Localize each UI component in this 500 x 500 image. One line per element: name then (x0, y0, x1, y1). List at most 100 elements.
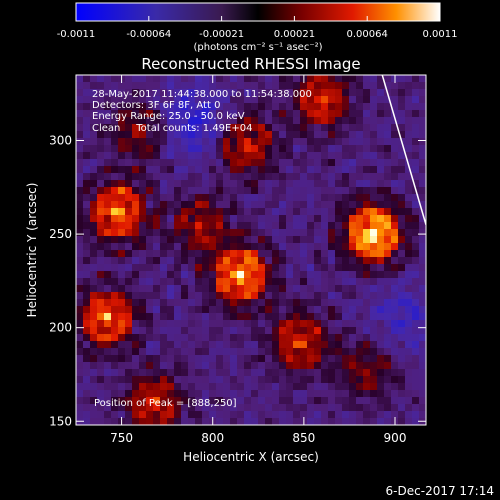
heatmap-cell (419, 341, 426, 349)
heatmap-cell (132, 271, 140, 279)
heatmap-cell (153, 362, 161, 370)
heatmap-cell (300, 285, 308, 293)
heatmap-cell (125, 166, 133, 174)
heatmap-cell (160, 82, 168, 90)
heatmap-cell (293, 418, 301, 425)
solar-limb-line (381, 75, 426, 225)
heatmap-cell (398, 243, 406, 251)
heatmap-cell (258, 180, 266, 188)
heatmap-cell (391, 173, 399, 181)
heatmap-cell (272, 229, 280, 237)
heatmap-cell (195, 82, 203, 90)
colorbar-tick-label: -0.00021 (199, 29, 244, 40)
heatmap-cell (76, 418, 84, 425)
heatmap-cell (104, 138, 112, 146)
heatmap-cell (286, 348, 294, 356)
heatmap-cell (160, 229, 168, 237)
heatmap-cell (83, 131, 91, 139)
heatmap-cell (132, 313, 140, 321)
heatmap-cell (265, 152, 273, 160)
heatmap-cell (363, 376, 371, 384)
heatmap-cell (412, 180, 420, 188)
heatmap-cell (412, 404, 420, 412)
heatmap-cell (244, 418, 252, 425)
heatmap-cell (293, 166, 301, 174)
heatmap-cell (90, 110, 98, 118)
heatmap-cell (356, 110, 364, 118)
heatmap-cell (111, 236, 119, 244)
heatmap-cell (251, 110, 259, 118)
heatmap-cell (356, 82, 364, 90)
heatmap-cell (258, 138, 266, 146)
heatmap-cell (83, 390, 91, 398)
heatmap-cell (195, 138, 203, 146)
heatmap-cell (97, 390, 105, 398)
heatmap-cell (132, 250, 140, 258)
heatmap-cell (223, 138, 231, 146)
heatmap-cell (384, 334, 392, 342)
heatmap-cell (314, 124, 322, 132)
heatmap-cell (307, 362, 315, 370)
heatmap-cell (90, 229, 98, 237)
heatmap-cell (97, 264, 105, 272)
heatmap-cell (307, 278, 315, 286)
heatmap-cell (286, 145, 294, 153)
heatmap-cell (307, 271, 315, 279)
heatmap-cell (356, 75, 364, 83)
heatmap-cell (97, 236, 105, 244)
heatmap-cell (125, 187, 133, 195)
heatmap-cell (125, 103, 133, 111)
heatmap-cell (300, 229, 308, 237)
heatmap-cell (286, 215, 294, 223)
heatmap-cell (321, 166, 329, 174)
heatmap-cell (146, 257, 154, 265)
heatmap-cell (265, 222, 273, 230)
heatmap-cell (118, 334, 126, 342)
heatmap-cell (174, 278, 182, 286)
heatmap-cell (342, 152, 350, 160)
heatmap-cell (293, 215, 301, 223)
heatmap-cell (272, 299, 280, 307)
heatmap-cell (328, 187, 336, 195)
heatmap-cell (349, 390, 357, 398)
heatmap-cell (265, 292, 273, 300)
heatmap-cell (132, 390, 140, 398)
heatmap-cell (377, 411, 385, 419)
heatmap-cell (314, 250, 322, 258)
heatmap-cell (174, 194, 182, 202)
heatmap-cell (223, 327, 231, 335)
heatmap-cell (160, 208, 168, 216)
heatmap-cell (104, 313, 112, 321)
heatmap-cell (391, 404, 399, 412)
heatmap-cell (272, 271, 280, 279)
heatmap-cell (139, 89, 147, 97)
heatmap-cell (174, 369, 182, 377)
heatmap-cell (314, 138, 322, 146)
heatmap-cell (356, 166, 364, 174)
heatmap-cell (321, 278, 329, 286)
heatmap-cell (321, 124, 329, 132)
heatmap-cell (384, 145, 392, 153)
heatmap-cell (314, 215, 322, 223)
heatmap-cell (349, 306, 357, 314)
heatmap-cell (370, 138, 378, 146)
heatmap-cell (363, 383, 371, 391)
heatmap-cell (230, 173, 238, 181)
heatmap-cell (76, 264, 84, 272)
heatmap-cell (195, 257, 203, 265)
heatmap-cell (335, 411, 343, 419)
heatmap-cell (279, 152, 287, 160)
heatmap-cell (321, 411, 329, 419)
heatmap-cell (398, 131, 406, 139)
heatmap-cell (153, 306, 161, 314)
heatmap-cell (132, 264, 140, 272)
heatmap-cell (412, 229, 420, 237)
heatmap-cell (146, 250, 154, 258)
heatmap-cell (384, 348, 392, 356)
heatmap-cell (223, 159, 231, 167)
heatmap-cell (265, 187, 273, 195)
heatmap-cell (195, 264, 203, 272)
heatmap-cell (300, 222, 308, 230)
heatmap-cell (286, 152, 294, 160)
heatmap-cell (279, 278, 287, 286)
